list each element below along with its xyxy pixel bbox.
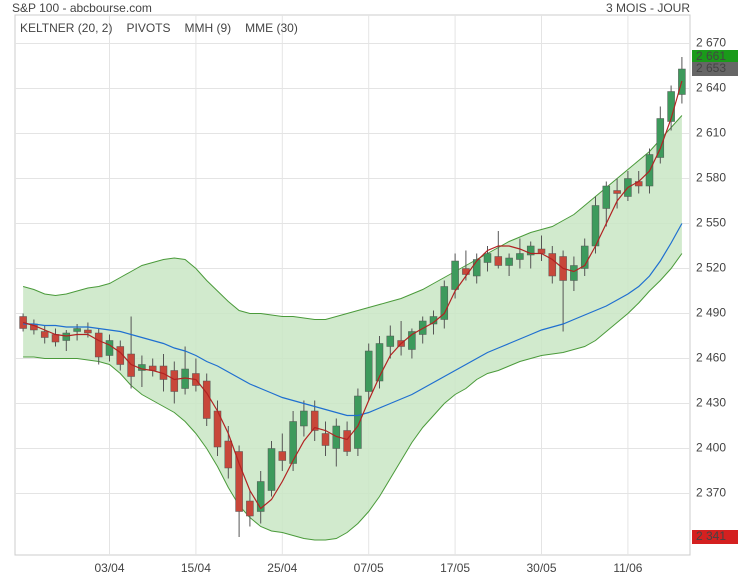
x-tick-label: 15/04 (181, 561, 211, 575)
y-tick-label: 2 550 (696, 216, 726, 230)
candle-body (656, 118, 665, 158)
candle-body (602, 185, 611, 209)
candle-body (364, 350, 373, 392)
band-upper (22, 115, 683, 320)
x-tick-label: 11/06 (613, 561, 642, 575)
candle-body (526, 245, 535, 256)
candle-body (343, 430, 351, 452)
band-lower (23, 253, 683, 541)
candle-body (354, 395, 362, 449)
candle-body (127, 353, 135, 377)
indicator-line (23, 223, 683, 417)
candle-body (580, 245, 589, 269)
candle-body (483, 253, 492, 263)
candle-body (516, 253, 524, 260)
price-marker (692, 50, 738, 64)
price-marker-label: 2 341 (696, 529, 726, 543)
candle-body (386, 335, 395, 347)
candle-body (548, 253, 557, 277)
period-label: 3 MOIS - JOUR (606, 1, 690, 15)
candle-body (440, 286, 449, 320)
candle-body (472, 259, 481, 277)
x-tick-label: 30/05 (526, 561, 556, 575)
candle-body (537, 248, 546, 254)
candle-body (40, 331, 49, 338)
price-marker (692, 530, 738, 544)
legend-entry: MME (30) (245, 21, 298, 35)
candle-body (235, 451, 243, 512)
candle-body (170, 370, 179, 392)
candle-body (451, 260, 459, 290)
candle-body (418, 320, 427, 335)
candle-body (202, 380, 211, 419)
price-marker-label: 2 653 (696, 61, 726, 75)
candle-body (62, 332, 71, 341)
price-marker-label: 2 661 (696, 49, 726, 63)
x-tick-label: 17/05 (440, 561, 470, 575)
candle-body (310, 410, 319, 431)
candle-body (51, 334, 60, 343)
plot-frame (14, 14, 691, 556)
candle-body (505, 257, 513, 266)
candle-body (289, 421, 297, 464)
candle-body (73, 328, 81, 332)
candle-body (105, 340, 114, 356)
legend-entry: KELTNER (20, 2) (20, 21, 112, 35)
x-tick-label: 03/04 (94, 561, 124, 575)
x-tick-label: 07/05 (354, 561, 384, 575)
candle-body (256, 481, 265, 512)
chart-title: S&P 100 - abcbourse.com (12, 1, 152, 15)
candle-body (94, 332, 103, 358)
y-tick-label: 2 490 (696, 306, 726, 320)
candle-body (246, 500, 254, 517)
candle-body (321, 433, 330, 446)
candle-body (494, 256, 503, 266)
candle-body (300, 410, 308, 427)
y-tick-label: 2 370 (696, 486, 726, 500)
candle-body (570, 265, 578, 281)
candle-body (84, 329, 92, 334)
y-tick-label: 2 430 (696, 396, 726, 410)
y-tick-label: 2 580 (696, 171, 726, 185)
candle-body (375, 343, 384, 382)
indicator-line (22, 80, 683, 510)
y-tick-label: 2 640 (696, 81, 726, 95)
price-marker (692, 62, 738, 76)
band-fill (23, 115, 682, 540)
candle-body (224, 440, 233, 469)
y-tick-label: 2 460 (696, 351, 726, 365)
candle-body (278, 451, 287, 461)
candle-body (408, 331, 416, 350)
candle-body (267, 448, 276, 491)
candle-body (613, 190, 621, 194)
y-tick-label: 2 400 (696, 441, 726, 455)
y-tick-label: 2 670 (696, 36, 726, 50)
y-tick-label: 2 520 (696, 261, 726, 275)
legend-entry: MMH (9) (185, 21, 232, 35)
y-tick-label: 2 610 (696, 126, 726, 140)
x-tick-label: 25/04 (267, 561, 297, 575)
legend-entry: PIVOTS (126, 21, 170, 35)
